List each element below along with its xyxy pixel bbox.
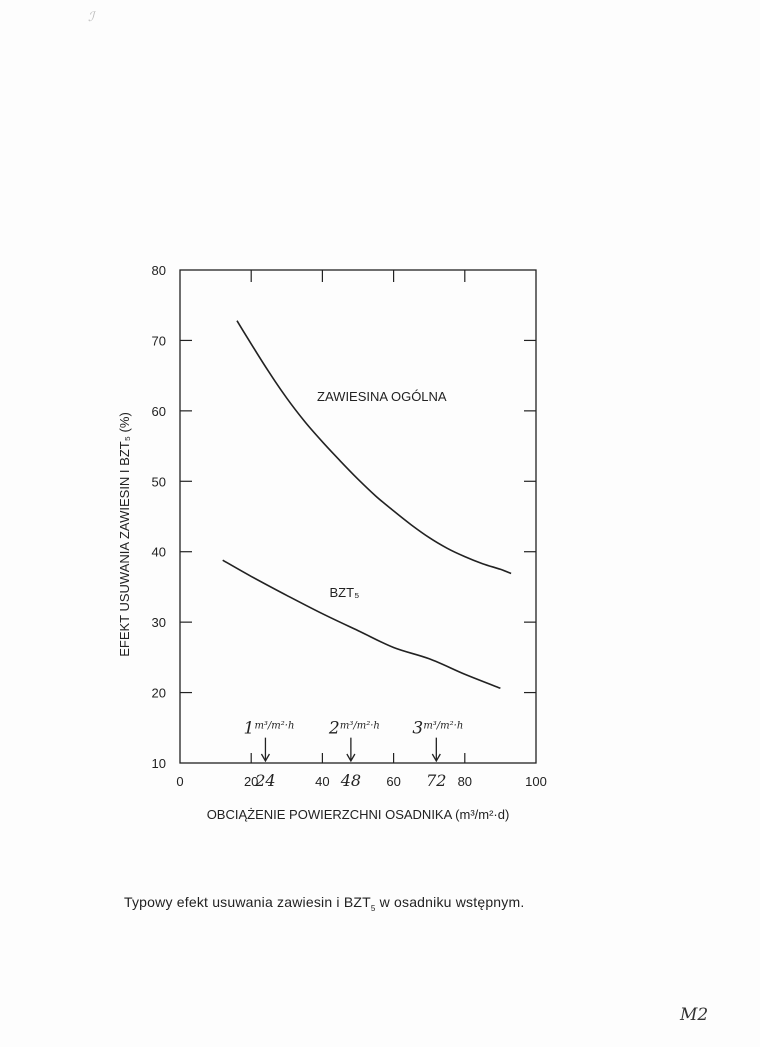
chart-labels: 10 20 30 40 50 60 70 80 0 20 40 60 80 100 OBCIĄŻENIE P… (117, 263, 547, 822)
annotation-arrowhead (260, 753, 271, 763)
series-zawiesina-line (236, 320, 512, 575)
axis-ticks (180, 270, 536, 763)
y-tick-label: 50 (152, 474, 166, 489)
annotation-number: 3 (412, 718, 423, 738)
caption-text-end: w osadniku wstępnym. (375, 894, 525, 910)
x-tick-label: 100 (525, 774, 547, 789)
annotation-number: 2 (328, 718, 340, 738)
y-tick-label: 70 (152, 333, 166, 348)
y-tick-label: 10 (152, 756, 166, 771)
annotation-2: 2 m³/m²·h 48 (328, 718, 380, 790)
y-tick-label: 20 (152, 686, 166, 701)
corner-mark: M2 (680, 1005, 709, 1025)
plot-frame (179, 269, 537, 764)
series-label-bzt: BZT₅ (330, 585, 360, 600)
y-tick-label: 30 (152, 615, 166, 630)
series-label-zawiesina: ZAWIESINA OGÓLNA (317, 389, 447, 404)
series-bzt-line (222, 559, 501, 690)
annotation-x-mark: 72 (426, 771, 446, 790)
y-tick-label: 60 (152, 404, 166, 419)
y-tick-label: 80 (152, 263, 166, 278)
annotation-x-mark: 24 (254, 771, 275, 790)
caption-subscript: 5 (370, 903, 376, 913)
y-axis-label: EFEKT USUWANIA ZAWIESIN I BZT₅ (%) (117, 412, 132, 657)
figure-caption: Typowy efekt usuwania zawiesin i BZT5 w … (124, 894, 524, 913)
annotation-arrowhead (431, 753, 441, 763)
annotation-arrowhead (346, 753, 356, 763)
caption-text: Typowy efekt usuwania zawiesin i BZT (124, 894, 371, 910)
x-tick-label: 40 (315, 774, 329, 789)
x-tick-label: 60 (386, 774, 400, 789)
annotation-number: 1 (243, 718, 254, 738)
annotation-x-mark: 48 (340, 771, 361, 790)
series-lines (222, 320, 512, 690)
x-tick-label: 80 (458, 774, 472, 789)
annotation-1: 1 m³/m²·h 24 (243, 718, 294, 790)
x-tick-label: 0 (176, 774, 183, 789)
x-tick-label: 20 (244, 774, 258, 789)
y-tick-label: 40 (152, 545, 166, 560)
x-axis-label: OBCIĄŻENIE POWIERZCHNI OSADNIKA (m³/m²·d… (207, 807, 510, 822)
annotation-unit: m³/m²·h (254, 720, 294, 731)
annotation-3: 3 m³/m²·h 72 (412, 718, 463, 790)
annotation-unit: m³/m²·h (340, 720, 380, 731)
annotation-unit: m³/m²·h (423, 720, 463, 731)
scan-mark: ℐ (88, 10, 95, 25)
